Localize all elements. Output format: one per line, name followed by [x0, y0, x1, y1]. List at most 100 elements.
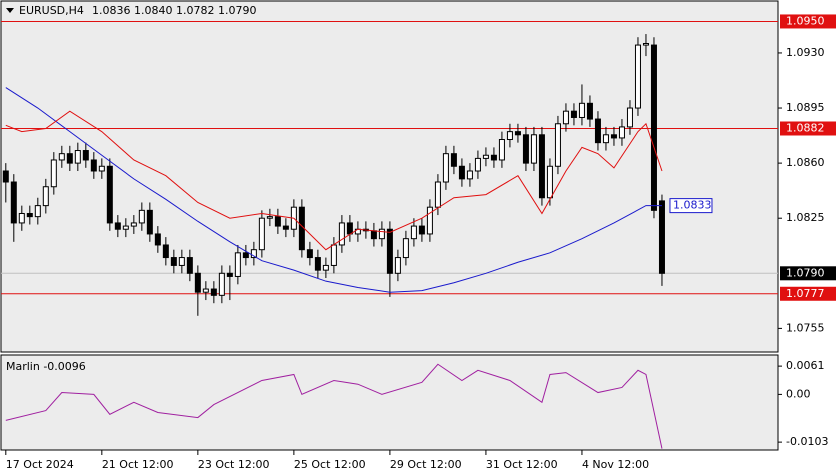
candle-body: [218, 272, 225, 296]
indicator-tick-label: 0.00: [786, 387, 811, 400]
candle-body: [146, 209, 153, 235]
candle-body: [602, 134, 609, 144]
candle-body: [34, 205, 41, 218]
candle-body: [642, 42, 649, 46]
candle-body: [530, 134, 537, 164]
indicator-tick-label: -0.0103: [786, 435, 828, 448]
candle-body: [322, 264, 329, 271]
indicator-panel: [0, 354, 779, 451]
candle-body: [138, 209, 145, 224]
candle-body: [506, 131, 513, 141]
candle-body: [210, 288, 217, 296]
candle-body: [434, 181, 441, 208]
candle-body: [394, 257, 401, 274]
candle-body: [82, 150, 89, 161]
candle-body: [98, 165, 105, 172]
x-tick-label: 25 Oct 12:00: [294, 458, 366, 471]
candle-body: [650, 44, 657, 211]
ma-label: 1.0833: [673, 199, 712, 212]
candle-body: [42, 186, 49, 207]
candle-body: [314, 257, 321, 271]
candle-body: [10, 181, 17, 224]
candle-body: [450, 153, 457, 167]
candle-body: [586, 102, 593, 120]
candle-body: [658, 200, 665, 274]
menu-triangle[interactable]: [6, 8, 14, 13]
candle-body: [538, 134, 545, 199]
moving-average: [5, 87, 662, 293]
candle-body: [106, 165, 113, 224]
candle-body: [114, 222, 121, 230]
candle-body: [498, 139, 505, 161]
candle-body: [26, 212, 33, 218]
indicator-name: Marlin -0.0096: [6, 360, 86, 373]
y-tick-label: 1.0930: [786, 46, 825, 59]
ma-label-box: [669, 198, 713, 214]
candle-body: [18, 212, 25, 224]
candle-body: [378, 228, 385, 240]
candle-body: [490, 154, 497, 161]
candle-body: [50, 159, 57, 188]
candle-body: [570, 110, 577, 118]
y-tick-label: 1.0825: [786, 211, 825, 224]
candle-body: [90, 159, 97, 172]
candle-body: [66, 153, 73, 164]
candle-body: [154, 233, 161, 246]
level-label: 1.0882: [786, 121, 825, 134]
candle-body: [226, 272, 233, 277]
candle-body: [442, 153, 449, 183]
level-label-box: [780, 286, 836, 301]
x-tick-label: 17 Oct 2024: [6, 458, 74, 471]
level-label-box: [780, 14, 836, 29]
candle-body: [426, 206, 433, 235]
candle-body: [2, 170, 9, 183]
candle-body: [466, 170, 473, 180]
candle-body: [578, 102, 585, 118]
candle-body: [474, 157, 481, 172]
candle-body: [266, 216, 273, 219]
candle-body: [130, 222, 137, 227]
x-tick-label: 29 Oct 12:00: [390, 458, 462, 471]
candle-body: [346, 222, 353, 235]
candle-body: [410, 225, 417, 240]
candle-body: [282, 225, 289, 230]
candle-body: [554, 123, 561, 167]
candle-body: [458, 165, 465, 180]
candle-body: [330, 244, 337, 266]
candle-body: [258, 217, 265, 251]
ohlc-text: 1.0836 1.0840 1.0782 1.0790: [92, 4, 256, 17]
symbol: EURUSD,H4: [19, 4, 84, 17]
candle-body: [546, 165, 553, 199]
candle-body: [194, 272, 201, 293]
y-tick-label: 1.0755: [786, 321, 825, 334]
candle-body: [386, 228, 393, 274]
candle-body: [306, 249, 313, 259]
candle-body: [402, 238, 409, 259]
main-panel: [0, 0, 779, 353]
candle-body: [618, 126, 625, 139]
candle-body: [418, 225, 425, 235]
candle-body: [634, 44, 641, 109]
candle-body: [186, 257, 193, 274]
candle-body: [122, 225, 129, 230]
indicator-line: [5, 363, 663, 449]
y-tick-label: 1.0895: [786, 101, 825, 114]
y-tick-label: 1.0860: [786, 156, 825, 169]
candle-body: [74, 150, 81, 164]
x-tick-label: 31 Oct 12:00: [486, 458, 558, 471]
x-tick-label: 23 Oct 12:00: [198, 458, 270, 471]
candle-body: [170, 257, 177, 266]
candle-body: [58, 153, 65, 161]
price-label-box: [780, 266, 836, 281]
level-label-box: [780, 121, 836, 136]
candle-body: [274, 216, 281, 227]
candle-body: [626, 107, 633, 128]
level-label: 1.0950: [786, 14, 825, 27]
moving-average: [5, 110, 663, 251]
candle-body: [162, 244, 169, 259]
price-label: 1.0790: [786, 266, 825, 279]
candle-body: [338, 222, 345, 246]
candle-body: [370, 230, 377, 240]
candle-body: [514, 131, 521, 136]
candle-body: [250, 249, 257, 259]
